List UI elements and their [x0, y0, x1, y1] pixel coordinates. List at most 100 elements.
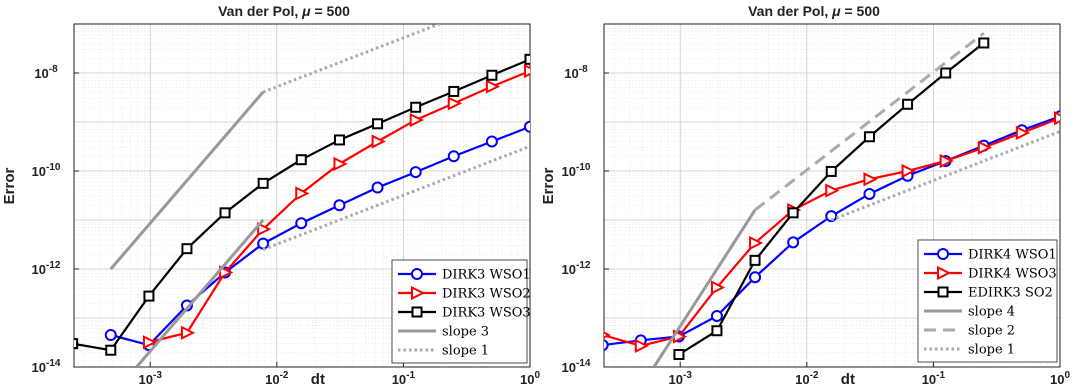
- data-point: [333, 156, 348, 171]
- data-point: [257, 222, 272, 237]
- data-point: [485, 79, 501, 94]
- y-tick-label: 10-10: [562, 162, 591, 179]
- legend-marker: [937, 265, 952, 281]
- x-tick-label: 10-3: [139, 370, 163, 387]
- x-axis-label: dt: [311, 371, 325, 388]
- y-axis-label: Error: [1, 168, 18, 205]
- data-point: [711, 325, 723, 337]
- legend-entry: DIRK3 WSO2: [442, 287, 531, 302]
- y-tick-label: 10-14: [562, 358, 591, 375]
- panel-left: Van der Pol, μ = 500 Error 10-3 10-2 dt 10-…: [1, 3, 540, 388]
- data-point: [142, 335, 158, 350]
- data-point: [219, 207, 231, 219]
- reference-line: [652, 209, 757, 367]
- series-slope-1: [262, 24, 530, 251]
- data-point: [749, 235, 764, 251]
- legend-entry: slope 2: [968, 324, 1015, 339]
- data-point: [749, 271, 762, 284]
- legend-box: [917, 239, 1058, 363]
- series-slope-1: [830, 130, 1060, 222]
- data-point: [604, 331, 611, 339]
- series-slope-3: [109, 90, 265, 367]
- data-point: [787, 236, 800, 249]
- x-tick-label: 10-1: [922, 370, 946, 387]
- data-point: [410, 101, 422, 113]
- data-point: [977, 140, 993, 155]
- legend-entry: slope 1: [442, 344, 489, 359]
- x-tick-label: 100: [520, 370, 540, 387]
- data-point: [295, 154, 307, 166]
- data-point: [863, 187, 876, 200]
- axes-box: [603, 23, 1061, 368]
- chart-title: Van der Pol, μ = 500: [748, 3, 880, 19]
- y-tick-label: 10-12: [562, 260, 591, 277]
- data-point: [901, 163, 916, 179]
- legend-entry: slope 3: [442, 325, 489, 340]
- legend-marker: [411, 268, 423, 280]
- data-point: [371, 134, 386, 149]
- y-tick-label: 10-8: [34, 64, 58, 81]
- data-point: [1015, 125, 1031, 140]
- reference-line: [262, 24, 444, 94]
- data-point: [1054, 111, 1060, 126]
- data-point: [604, 339, 609, 351]
- series-slope-2: [754, 31, 985, 212]
- data-layer: [74, 24, 530, 367]
- data-point: [333, 134, 345, 146]
- data-point: [105, 344, 117, 356]
- data-point: [978, 37, 990, 49]
- data-layer: [604, 31, 1060, 367]
- y-tick-label: 10-8: [564, 64, 588, 81]
- reference-line: [109, 90, 265, 270]
- data-point: [372, 118, 384, 130]
- data-point: [143, 290, 155, 302]
- data-point: [295, 217, 308, 230]
- data-point: [409, 112, 424, 128]
- series-edirk3-so2: [673, 37, 990, 360]
- legend-entry: DIRK4 WSO1: [968, 248, 1057, 263]
- legend-entry: DIRK3 WSO3: [442, 306, 531, 321]
- series-slope-4: [652, 209, 757, 367]
- panel-right: Van der Pol, μ = 500 Error 10-3 10-2 dt 10-…: [540, 3, 1070, 388]
- data-point: [104, 328, 117, 341]
- data-point: [939, 153, 954, 169]
- data-point: [825, 165, 837, 177]
- legend-marker: [411, 285, 426, 301]
- data-point: [447, 150, 460, 163]
- chart-title: Van der Pol, μ = 500: [218, 3, 350, 19]
- data-point: [524, 120, 530, 133]
- y-tick-label: 10-12: [32, 260, 61, 277]
- data-point: [673, 348, 685, 360]
- x-tick-label: 10-2: [265, 370, 289, 387]
- data-point: [749, 254, 761, 266]
- legend-entry: DIRK4 WSO3: [968, 267, 1057, 282]
- legend-marker: [411, 306, 423, 318]
- series-dirk3-wso2: [142, 63, 530, 350]
- plot-area-right: 10-3 10-2 dt 10-1 100 10-14 10-12 10-10 10-8 DIRK…: [562, 23, 1070, 388]
- y-tick-label: 10-10: [32, 162, 61, 179]
- x-tick-label: 10-3: [669, 370, 693, 387]
- data-point: [634, 338, 650, 353]
- legend: DIRK4 WSO1 DIRK4 WSO3 EDIRK3 SO2 slope 4 slo…: [917, 239, 1058, 363]
- data-point: [825, 183, 840, 198]
- reference-line: [262, 144, 530, 251]
- data-point: [74, 338, 79, 350]
- x-axis-label: dt: [841, 371, 855, 388]
- reference-line: [135, 219, 265, 367]
- legend-entry: slope 4: [968, 305, 1015, 320]
- data-point: [710, 309, 723, 322]
- data-point: [181, 243, 193, 255]
- data-point: [371, 181, 384, 194]
- data-point: [710, 280, 726, 295]
- x-tick-label: 10-1: [392, 370, 416, 387]
- data-point: [863, 172, 878, 187]
- x-tick-label: 10-2: [795, 370, 819, 387]
- legend: DIRK3 WSO1 DIRK3 WSO2 DIRK3 WSO3 slope 3 slo…: [391, 259, 531, 364]
- data-point: [447, 96, 463, 111]
- data-point: [940, 67, 952, 79]
- legend-entry: slope 1: [968, 343, 1015, 358]
- legend-marker: [937, 286, 949, 298]
- data-point: [485, 135, 498, 148]
- data-point: [486, 69, 498, 81]
